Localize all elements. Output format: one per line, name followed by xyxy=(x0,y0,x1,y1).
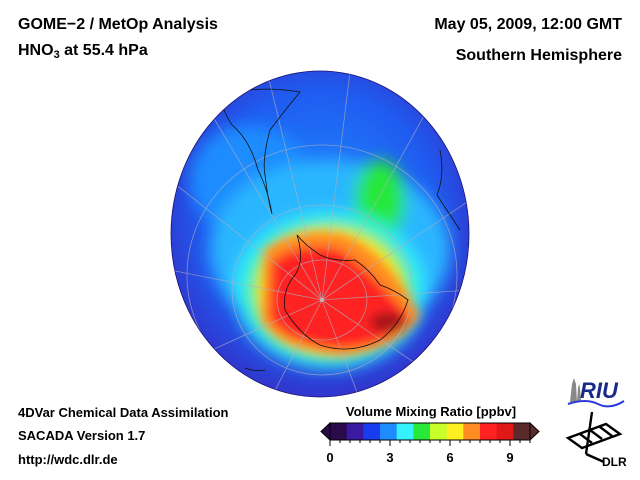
colorbar-segment xyxy=(430,423,448,440)
map-title: GOME−2 / MetOp Analysis xyxy=(18,16,218,33)
riu-logo-text: RIU xyxy=(580,378,619,403)
globe-field xyxy=(171,71,469,397)
pressure-level: at 55.4 hPa xyxy=(59,42,148,59)
date-label: May 05, 2009, 12:00 GMT xyxy=(434,16,622,33)
coastlines xyxy=(219,88,461,372)
graticule xyxy=(171,71,469,397)
riu-wave-icon xyxy=(567,400,625,408)
colorbar-low-arrow xyxy=(320,421,331,442)
riu-logo: RIU xyxy=(567,378,625,408)
colorbar-segment xyxy=(396,423,414,440)
species-subscript: 3 xyxy=(53,49,60,61)
dlr-logo: DLR xyxy=(565,411,627,469)
colorbar-segment xyxy=(513,423,531,440)
colorbar-segment xyxy=(496,423,514,440)
colorbar-tick-label: 9 xyxy=(506,450,514,465)
field-blob xyxy=(370,312,406,332)
colorbar-tick-label: 0 xyxy=(326,450,334,465)
species: HNO xyxy=(18,42,54,59)
colorbar-title: Volume Mixing Ratio [ppbv] xyxy=(345,404,517,419)
colorbar-segment xyxy=(413,423,431,440)
colorbar-segment xyxy=(446,423,464,440)
colorbar-tick-label: 3 xyxy=(386,450,394,465)
riu-cathedral-icon xyxy=(570,378,581,402)
coastline-south-america xyxy=(219,88,301,215)
colorbar-segment xyxy=(380,423,398,440)
colorbar-segment xyxy=(363,423,381,440)
footer-method: 4DVar Chemical Data Assimilation xyxy=(18,405,229,420)
south-pole-marker xyxy=(320,298,324,302)
colorbar-tick-label: 6 xyxy=(446,450,454,465)
footer-version: SACADA Version 1.7 xyxy=(18,428,146,443)
colorbar-segment xyxy=(463,423,481,440)
footer-url[interactable]: http://wdc.dlr.de xyxy=(18,452,118,467)
colorbar-segment xyxy=(346,423,364,440)
colorbar-high-arrow xyxy=(529,421,540,442)
map-subtitle: HNO3 at 55.4 hPa xyxy=(18,42,148,61)
region-label: Southern Hemisphere xyxy=(455,47,622,64)
colorbar-segment xyxy=(480,423,498,440)
dlr-emblem-icon xyxy=(565,411,623,464)
globe-outline xyxy=(170,70,470,398)
dlr-logo-text: DLR xyxy=(602,455,627,469)
coastline-antarctica xyxy=(284,234,409,350)
colorbar-segment xyxy=(330,423,348,440)
coastline-africa xyxy=(436,149,461,231)
colorbar xyxy=(320,421,540,446)
coastline-new-zealand xyxy=(244,367,266,372)
